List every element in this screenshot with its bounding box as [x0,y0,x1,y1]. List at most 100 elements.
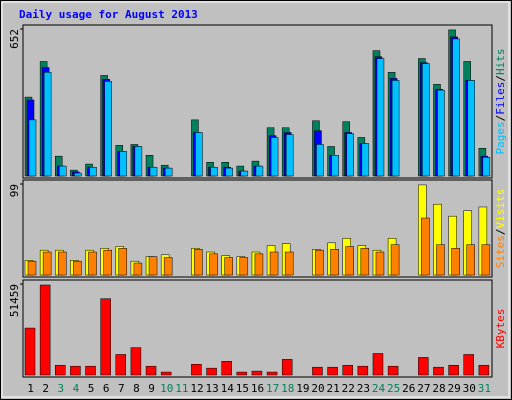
bar [73,260,82,276]
bar [372,353,384,376]
legend-separator: / [494,229,507,236]
x-tick-label: 6 [103,382,110,395]
bar [255,165,264,177]
bar [482,157,491,177]
bar [27,260,37,276]
bar [145,365,157,376]
x-tick-label: 20 [311,382,324,395]
x-tick-label: 10 [160,382,173,395]
x-tick-label: 22 [342,382,355,395]
bar [390,244,400,276]
legend: Pages/Files/Hits [494,49,507,155]
bar [361,143,370,177]
bar [346,133,354,177]
legend-entry: Hits [494,49,507,76]
bar [133,262,143,276]
bar [160,371,172,376]
bar [59,165,67,177]
bar [315,249,324,276]
bar [285,134,294,177]
bar [316,144,324,177]
x-tick-label: 31 [478,382,491,395]
bar [433,366,444,376]
bar [74,172,82,177]
bar [463,354,474,376]
bar [163,257,173,276]
x-tick-label: 21 [327,382,340,395]
bar [210,166,218,177]
bar [437,89,445,177]
x-tick-label: 24 [372,382,386,395]
x-tick-label: 15 [236,382,249,395]
bar [43,72,52,177]
x-tick-label: 5 [88,382,95,395]
bar [266,371,278,376]
bar [118,248,128,276]
bar [448,364,459,376]
bar [345,246,354,276]
bar [360,248,370,276]
chart-title: Daily usage for August 2013 [19,8,198,21]
legend-entry: Visits [494,189,507,229]
legend-separator: / [494,75,507,82]
bar [224,257,233,276]
x-tick-label: 4 [73,382,80,395]
bar [225,167,233,177]
bar [134,146,143,177]
bar [240,170,249,177]
bar [85,365,96,376]
bar [422,63,430,177]
bar [452,38,460,177]
bar [391,80,400,177]
legend-entry: KBytes [494,309,507,349]
bar [115,354,127,376]
bar [466,244,475,276]
x-tick-label: 1 [27,382,34,395]
bar [70,365,81,376]
bar [39,284,51,376]
x-tick-label: 3 [58,382,65,395]
bar [418,357,429,376]
x-tick-label: 2 [42,382,49,395]
legend-entry: Sites [494,235,507,268]
y-tick-label: 51459 [8,284,21,317]
bar [254,253,264,276]
bar [28,119,37,177]
x-tick-label: 25 [387,382,400,395]
bar [436,244,445,276]
bar [149,166,158,177]
bar [239,257,249,276]
bar [270,137,279,177]
bar [387,365,399,376]
legend-entry: Files [494,82,507,115]
x-tick-label: 12 [190,382,203,395]
bar [194,249,203,276]
x-tick-label: 29 [448,382,461,395]
bar [58,251,67,276]
x-tick-label: 19 [296,382,309,395]
bar [357,365,369,376]
x-tick-label: 17 [266,382,279,395]
bar [284,251,294,276]
x-tick-label: 23 [357,382,370,395]
bar [148,256,158,276]
x-tick-label: 7 [118,382,125,395]
legend: Sites/Visits [494,189,507,269]
bar [312,366,323,376]
y-tick-label: 652 [8,29,21,49]
bar [481,244,491,276]
x-tick-label: 14 [221,382,235,395]
x-tick-label: 16 [251,382,264,395]
bar [269,251,279,276]
legend: KBytes [494,309,507,349]
bar [281,359,293,376]
bar [451,248,460,276]
bar [251,370,263,376]
bar [421,217,430,276]
bar [103,249,112,276]
bar [236,371,248,376]
x-tick-label: 18 [281,382,294,395]
